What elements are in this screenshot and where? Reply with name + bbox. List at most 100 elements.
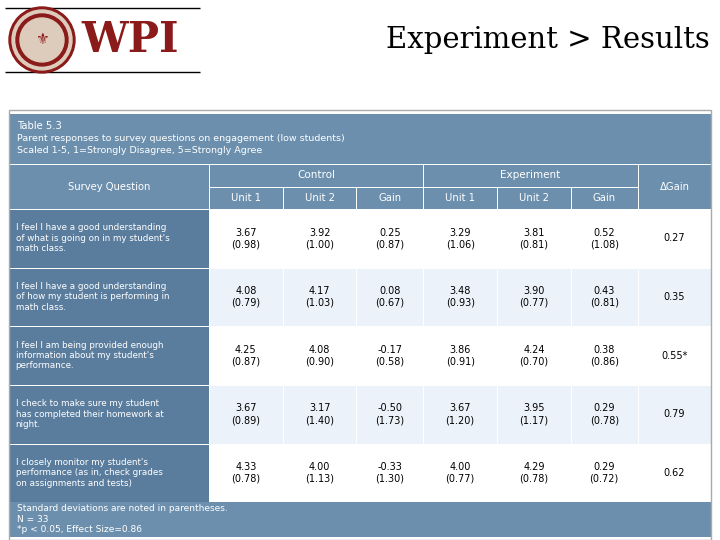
Text: I closely monitor my student's
performance (as in, check grades
on assignments a: I closely monitor my student's performan… [16,458,163,488]
Bar [209,187,283,209]
Text: Scaled 1-5, 1=Strongly Disagree, 5=Strongly Agree: Scaled 1-5, 1=Strongly Disagree, 5=Stron… [17,146,262,156]
Bar [283,187,356,209]
Bar [571,385,638,443]
Bar [571,268,638,326]
Bar [209,268,283,326]
Bar [283,443,356,502]
Bar [283,326,356,385]
Bar [638,268,711,326]
Bar [283,268,356,326]
Text: 3.67
(0.89): 3.67 (0.89) [231,403,261,425]
Text: Experiment: Experiment [500,171,561,180]
Text: 3.95
(1.17): 3.95 (1.17) [519,403,549,425]
Text: 3.48
(0.93): 3.48 (0.93) [446,286,474,308]
Bar [571,187,638,209]
Bar [497,268,571,326]
Bar [571,326,638,385]
Bar [423,209,497,268]
Text: 4.17
(1.03): 4.17 (1.03) [305,286,334,308]
Text: 4.29
(0.78): 4.29 (0.78) [519,462,549,484]
Text: 4.25
(0.87): 4.25 (0.87) [231,345,261,367]
Text: Survey Question: Survey Question [68,181,150,192]
Text: ΔGain: ΔGain [660,181,690,192]
Text: -0.50
(1.73): -0.50 (1.73) [375,403,405,425]
Bar [638,326,711,385]
Bar [9,502,711,537]
Text: I feel I am being provided enough
information about my student's
performance.: I feel I am being provided enough inform… [16,341,163,370]
Text: 0.29
(0.78): 0.29 (0.78) [590,403,618,425]
Text: 3.86
(0.91): 3.86 (0.91) [446,345,474,367]
Bar [423,187,497,209]
Bar [497,385,571,443]
Text: 3.17
(1.40): 3.17 (1.40) [305,403,334,425]
Text: -0.17
(0.58): -0.17 (0.58) [375,345,405,367]
Bar [209,443,283,502]
Bar [356,187,423,209]
Text: 0.79: 0.79 [664,409,685,419]
Text: 0.55*: 0.55* [661,350,688,361]
Text: 3.67
(1.20): 3.67 (1.20) [446,403,474,425]
Text: Table 5.3: Table 5.3 [17,122,62,131]
Bar [497,326,571,385]
Text: 3.67
(0.98): 3.67 (0.98) [231,227,261,249]
Bar [638,385,711,443]
Bar [9,443,209,502]
Text: Unit 2: Unit 2 [519,193,549,203]
Text: 4.08
(0.79): 4.08 (0.79) [231,286,261,308]
Bar [283,385,356,443]
Bar [9,209,209,268]
Bar [423,268,497,326]
Text: WPI: WPI [81,19,179,61]
Bar [9,385,209,443]
Text: 4.00
(1.13): 4.00 (1.13) [305,462,334,484]
Bar [356,268,423,326]
Text: Gain: Gain [378,193,402,203]
Bar [423,164,638,187]
Text: Parent responses to survey questions on engagement (low students): Parent responses to survey questions on … [17,134,345,143]
Text: 0.08
(0.67): 0.08 (0.67) [375,286,405,308]
Bar [638,164,711,209]
Text: 0.52
(1.08): 0.52 (1.08) [590,227,618,249]
Bar [283,209,356,268]
Text: 0.35: 0.35 [664,292,685,302]
Text: Unit 2: Unit 2 [305,193,335,203]
Text: I feel I have a good understanding
of what is going on in my student's
math clas: I feel I have a good understanding of wh… [16,224,169,253]
Bar [571,209,638,268]
Bar [356,326,423,385]
Bar [423,443,497,502]
Text: I check to make sure my student
has completed their homework at
night.: I check to make sure my student has comp… [16,399,163,429]
Bar [356,209,423,268]
Bar [423,385,497,443]
Bar [497,209,571,268]
Text: 4.00
(0.77): 4.00 (0.77) [446,462,474,484]
Text: 3.90
(0.77): 3.90 (0.77) [519,286,549,308]
Text: 4.08
(0.90): 4.08 (0.90) [305,345,334,367]
Text: 4.24
(0.70): 4.24 (0.70) [519,345,549,367]
Text: 0.25
(0.87): 0.25 (0.87) [375,227,405,249]
Text: 0.27: 0.27 [664,233,685,244]
Text: Unit 1: Unit 1 [445,193,475,203]
Text: Unit 1: Unit 1 [231,193,261,203]
Text: 0.43
(0.81): 0.43 (0.81) [590,286,618,308]
Bar [356,443,423,502]
Circle shape [16,14,68,66]
Bar [9,164,209,209]
Bar [571,443,638,502]
Text: Control: Control [297,171,335,180]
Circle shape [9,7,75,73]
Bar [9,113,711,164]
Bar [209,164,423,187]
Bar [497,187,571,209]
Bar [638,209,711,268]
Text: 0.38
(0.86): 0.38 (0.86) [590,345,618,367]
Text: 0.29
(0.72): 0.29 (0.72) [590,462,618,484]
Bar [423,326,497,385]
Bar [9,268,209,326]
Text: ⚜: ⚜ [35,32,49,48]
Text: 3.92
(1.00): 3.92 (1.00) [305,227,334,249]
Circle shape [20,18,64,62]
Bar [9,326,209,385]
Bar [497,443,571,502]
Text: 3.81
(0.81): 3.81 (0.81) [519,227,549,249]
Text: Experiment > Results: Experiment > Results [386,26,710,54]
